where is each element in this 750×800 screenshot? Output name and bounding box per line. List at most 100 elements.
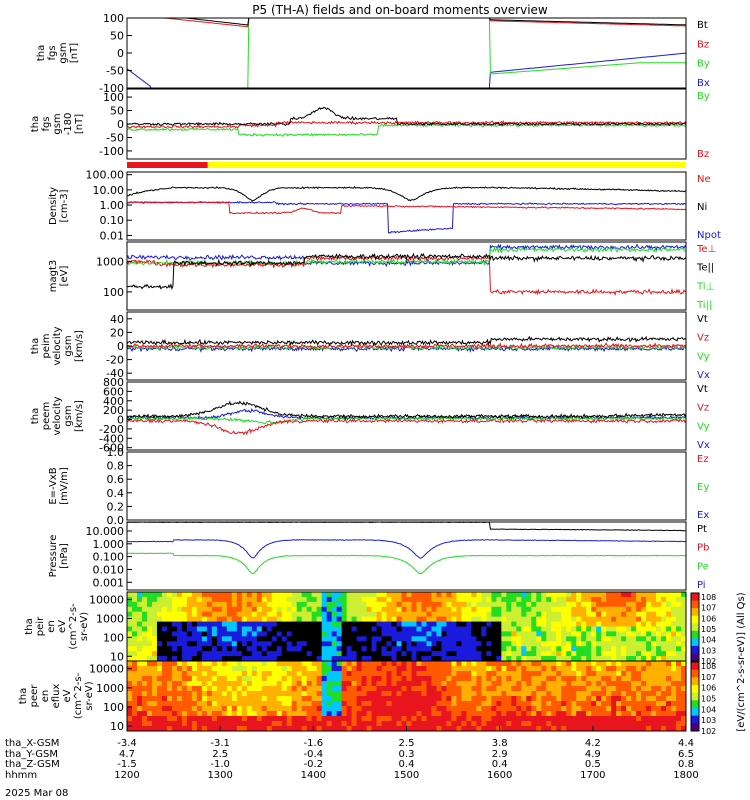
- legend-entry: Vz: [697, 333, 709, 344]
- colorbar-swatch: [691, 630, 699, 639]
- colorbar: 1081071061051041031021081071061051041031…: [690, 592, 747, 736]
- legend-entry: Vt: [697, 384, 708, 395]
- x-axis-labels: tha_X-GSM -3.4 -3.1 -1.6 2.5 3.8 4.2 4.4 tha_Y-G…: [5, 726, 699, 781]
- y-tick-label: 1.000: [93, 538, 125, 551]
- y-axis-label-line: [nPa]: [59, 543, 70, 569]
- y-tick-label: 0: [117, 414, 124, 427]
- y-axis-label-line: [km/s]: [74, 400, 85, 432]
- colorbar-tick-label: 107: [701, 604, 716, 613]
- series-line-density-black: [127, 185, 686, 202]
- legend-entry: Vy: [697, 421, 710, 432]
- series-line-fgs_dsl-black: [127, 106, 686, 127]
- x-row-value: 1600: [487, 770, 512, 781]
- colorbar-tick-label: 104: [701, 636, 716, 645]
- y-tick-label: 0.4: [107, 487, 125, 500]
- colorbar-tick-label: 106: [701, 614, 716, 623]
- series-line-peem_v-red: [127, 417, 686, 436]
- y-axis-label-density: Density [cm-3]: [48, 187, 70, 225]
- x-row-value: 0.4: [492, 759, 508, 770]
- y-axis-label-line: E=-VxB: [48, 467, 59, 504]
- y-tick-label: 0.01: [100, 229, 125, 242]
- colorbar-swatch: [691, 615, 699, 624]
- legend-density: Ne Ni Npot: [697, 174, 721, 241]
- y-tick-label: 1000: [96, 682, 124, 695]
- x-row-value: -1.6: [304, 738, 324, 749]
- series-line-fgs_dsl-green: [127, 122, 686, 138]
- y-tick-label: 0: [117, 118, 124, 131]
- colorbar-swatch: [691, 645, 699, 654]
- series-line-pressure-black: [127, 522, 686, 532]
- panel-frame-efield: [126, 451, 687, 521]
- panel-density: 100.00 10.00 1.00 0.10 0.01 Density [cm-3] Ne Ni…: [48, 169, 721, 243]
- y-axis-label-line: gsm: [63, 335, 74, 356]
- x-row-value: 4.9: [585, 749, 601, 760]
- colorbar-swatch: [691, 638, 699, 647]
- series-line-fgs_dsl-red: [127, 120, 686, 129]
- y-tick-label: 0.6: [107, 473, 125, 486]
- legend-entry: Ez: [697, 454, 709, 465]
- y-axis-label-line: tha: [30, 116, 41, 132]
- colorbar-swatch: [691, 723, 699, 732]
- series-line-temp-blue: [127, 243, 686, 268]
- legend-entry: Vy: [697, 351, 710, 362]
- colorbar-tick-label: 103: [701, 646, 716, 655]
- colorbar-swatch: [691, 685, 699, 694]
- y-axis-label-line: tha: [18, 688, 29, 704]
- y-tick-label: 1.00: [100, 199, 125, 212]
- y-axis-label-line: [mV/m]: [59, 467, 70, 505]
- colorbar-swatch: [691, 700, 699, 709]
- y-tick-label: -50: [106, 65, 124, 78]
- y-ticks-temp: 1000 100: [96, 256, 132, 299]
- series-line-density-red: [127, 201, 686, 215]
- series-line-peem_v-black: [127, 400, 686, 420]
- y-axis-label-line: velocity: [52, 396, 63, 435]
- x-row-value: 0.4: [399, 759, 415, 770]
- x-row-label: hhmm: [5, 770, 37, 781]
- y-axis-label-efield: E=-VxB [mV/m]: [48, 467, 70, 505]
- legend-entry: Pe: [697, 561, 709, 572]
- legend-entry: Pt: [697, 524, 707, 535]
- spectrogram-peer: [127, 661, 686, 731]
- y-tick-label: 1000: [96, 256, 124, 269]
- x-row-value: 6.5: [678, 749, 694, 760]
- x-row-value: 4.2: [585, 738, 601, 749]
- y-tick-label: 1000: [96, 612, 124, 625]
- colorbar-tick-label: 105: [701, 695, 716, 704]
- y-ticks-peir: 10000 1000 100 10: [89, 594, 132, 663]
- series-line-fgs-blue: [127, 52, 686, 88]
- x-row-value: 4.4: [678, 738, 694, 749]
- colorbar-tick-label: 106: [701, 684, 716, 693]
- date-label: 2025 Mar 08: [5, 788, 68, 799]
- x-row-value: 2.5: [212, 749, 228, 760]
- y-tick-label: 100: [103, 12, 124, 25]
- y-tick-label: -50: [106, 131, 124, 144]
- series-line-peem_v-green: [127, 414, 686, 425]
- y-axis-label-line: Pressure: [48, 535, 59, 578]
- y-tick-label: -40: [106, 367, 124, 380]
- y-axis-label-line: [cm-3]: [59, 189, 70, 222]
- y-tick-label: 0.0: [107, 514, 125, 527]
- mode-bar-segment: [127, 162, 208, 168]
- y-axis-label-peir: tha peir en eV (cm^2-s-sr-eV): [24, 603, 90, 650]
- legend-entry: Ey: [697, 482, 709, 493]
- panel-frame-pressure: [126, 521, 687, 591]
- series-group-peim_v: [127, 335, 686, 353]
- legend-entry: Ti⊥: [696, 281, 714, 292]
- y-tick-label: 600: [103, 385, 124, 398]
- y-tick-label: 10000: [89, 663, 124, 676]
- colorbar-tick-label: 102: [701, 657, 716, 666]
- legend-entry: Npot: [697, 230, 721, 241]
- y-axis-label-line: Density: [48, 187, 59, 225]
- x-row-value: 1700: [580, 770, 605, 781]
- x-row-value: 1300: [207, 770, 232, 781]
- legend-fgs_dsl: By Bz: [697, 91, 710, 160]
- legend-entry: Vx: [697, 440, 710, 451]
- y-axis-label-line: sr-eV): [79, 612, 90, 641]
- y-tick-label: 400: [103, 395, 124, 408]
- y-tick-label: -100: [99, 145, 124, 158]
- colorbar-tick-label: 108: [701, 662, 716, 671]
- y-axis-label-line: magt3: [48, 260, 59, 293]
